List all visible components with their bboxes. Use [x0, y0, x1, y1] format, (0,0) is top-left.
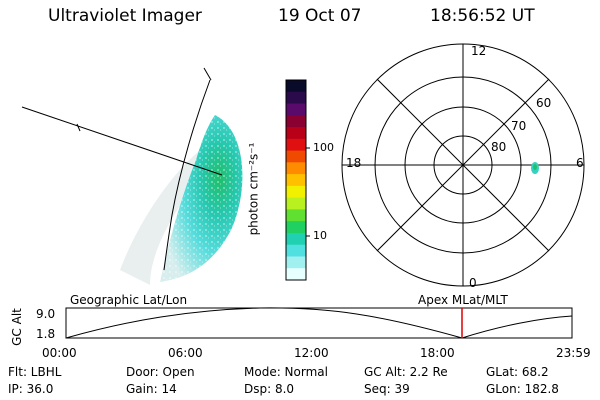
info-ip: IP: 36.0 [8, 382, 54, 396]
colorbar-segment [286, 127, 306, 140]
terminator-line [163, 79, 211, 271]
timeline-x-tick-1200: 12:00 [294, 346, 329, 360]
colorbar-segment [286, 221, 306, 234]
info-dsp: Dsp: 8.0 [244, 382, 295, 396]
timeline-y-tick-bottom: 1.8 [36, 327, 56, 341]
altitude-curve [65, 307, 573, 339]
info-door: Door: Open [126, 365, 195, 379]
colorbar-tick-100: 100 [313, 141, 334, 154]
colorbar-segment [286, 232, 306, 246]
timeline-left-title: Geographic Lat/Lon [70, 293, 188, 307]
lat-label-70: 70 [511, 119, 527, 133]
colorbar-segment [286, 162, 306, 175]
date-label: 19 Oct 07 [278, 6, 362, 26]
colorbar-segment [286, 103, 306, 116]
colorbar-segment [286, 80, 306, 93]
colorbar-segment [286, 209, 306, 222]
colorbar-segment [286, 115, 306, 128]
info-gain: Gain: 14 [126, 382, 177, 396]
info-gc-alt: GC Alt: 2.2 Re [364, 365, 448, 379]
info-mode: Mode: Normal [244, 365, 328, 379]
lat-label-60: 60 [536, 96, 552, 110]
lat-label-80: 80 [491, 140, 507, 154]
mlt-label-0: 0 [469, 276, 477, 290]
mlt-label-6: 6 [576, 156, 584, 170]
timeline-x-tick-0600: 06:00 [168, 346, 203, 360]
mlt-label-12: 12 [471, 44, 487, 58]
time-label: 18:56:52 UT [430, 6, 535, 26]
colorbar-segment [286, 268, 306, 281]
timeline-right-title: Apex MLat/MLT [418, 293, 508, 307]
timeline-x-tick-1800: 18:00 [420, 346, 455, 360]
info-glon: GLon: 182.8 [486, 382, 559, 396]
timeline-x-tick-2359: 23:59 [556, 346, 591, 360]
colorbar-segment [286, 244, 306, 257]
timeline-x-tick-0000: 00:00 [42, 346, 77, 360]
instrument-title: Ultraviolet Imager [48, 6, 202, 26]
info-filter: Flt: LBHL [8, 365, 62, 379]
colorbar-segment [286, 256, 306, 269]
colorbar-segment [286, 197, 306, 210]
colorbar-segment [286, 185, 306, 199]
colorbar-segment [286, 174, 306, 187]
info-seq: Seq: 39 [364, 382, 410, 396]
mlt-label-18: 18 [346, 156, 362, 170]
colorbar-segment [286, 91, 306, 105]
colorbar-tick-10: 10 [313, 229, 327, 242]
colorbar-segment [286, 150, 306, 163]
info-glat: GLat: 68.2 [486, 365, 549, 379]
aurora-blob [531, 162, 539, 174]
timeline-y-tick-top: 9.0 [36, 307, 56, 321]
colorbar-segment [286, 138, 306, 152]
meridian-line [21, 106, 223, 176]
